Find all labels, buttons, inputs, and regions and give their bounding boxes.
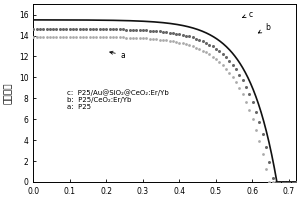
Text: c:  P25/Au@SiO₂@CeO₂:Er/Yb
b:  P25/CeO₂:Er/Yb
a:  P25: c: P25/Au@SiO₂@CeO₂:Er/Yb b: P25/CeO₂:Er… (67, 90, 169, 110)
Text: c: c (243, 10, 253, 19)
Text: a: a (110, 51, 125, 60)
Text: b: b (258, 23, 270, 33)
Y-axis label: 电流密度: 电流密度 (4, 82, 13, 104)
